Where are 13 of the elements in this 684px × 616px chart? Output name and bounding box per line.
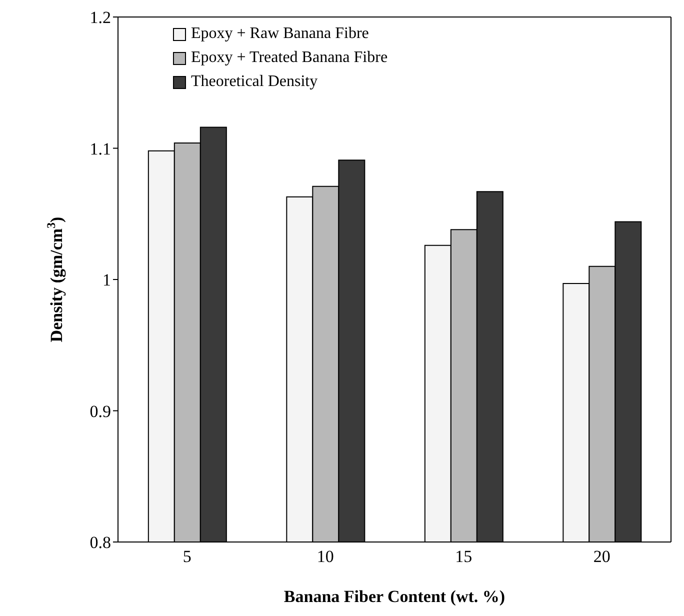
legend-label: Epoxy + Raw Banana Fibre <box>191 24 369 44</box>
x-tick-label: 15 <box>455 547 472 566</box>
y-tick-label: 1.1 <box>90 139 111 158</box>
legend-label: Epoxy + Treated Banana Fibre <box>191 48 388 68</box>
y-tick-label: 1.2 <box>90 8 111 28</box>
x-axis-title: Banana Fiber Content (wt. %) <box>284 587 506 606</box>
x-tick-label: 5 <box>182 547 192 566</box>
y-tick-label: 0.9 <box>90 402 111 421</box>
y-tick-label: 1 <box>102 270 111 290</box>
x-tick-label: 20 <box>593 547 610 566</box>
x-tick-label: 10 <box>316 547 334 566</box>
legend-label: Theoretical Density <box>191 72 318 92</box>
y-tick-label: 0.8 <box>90 533 111 552</box>
